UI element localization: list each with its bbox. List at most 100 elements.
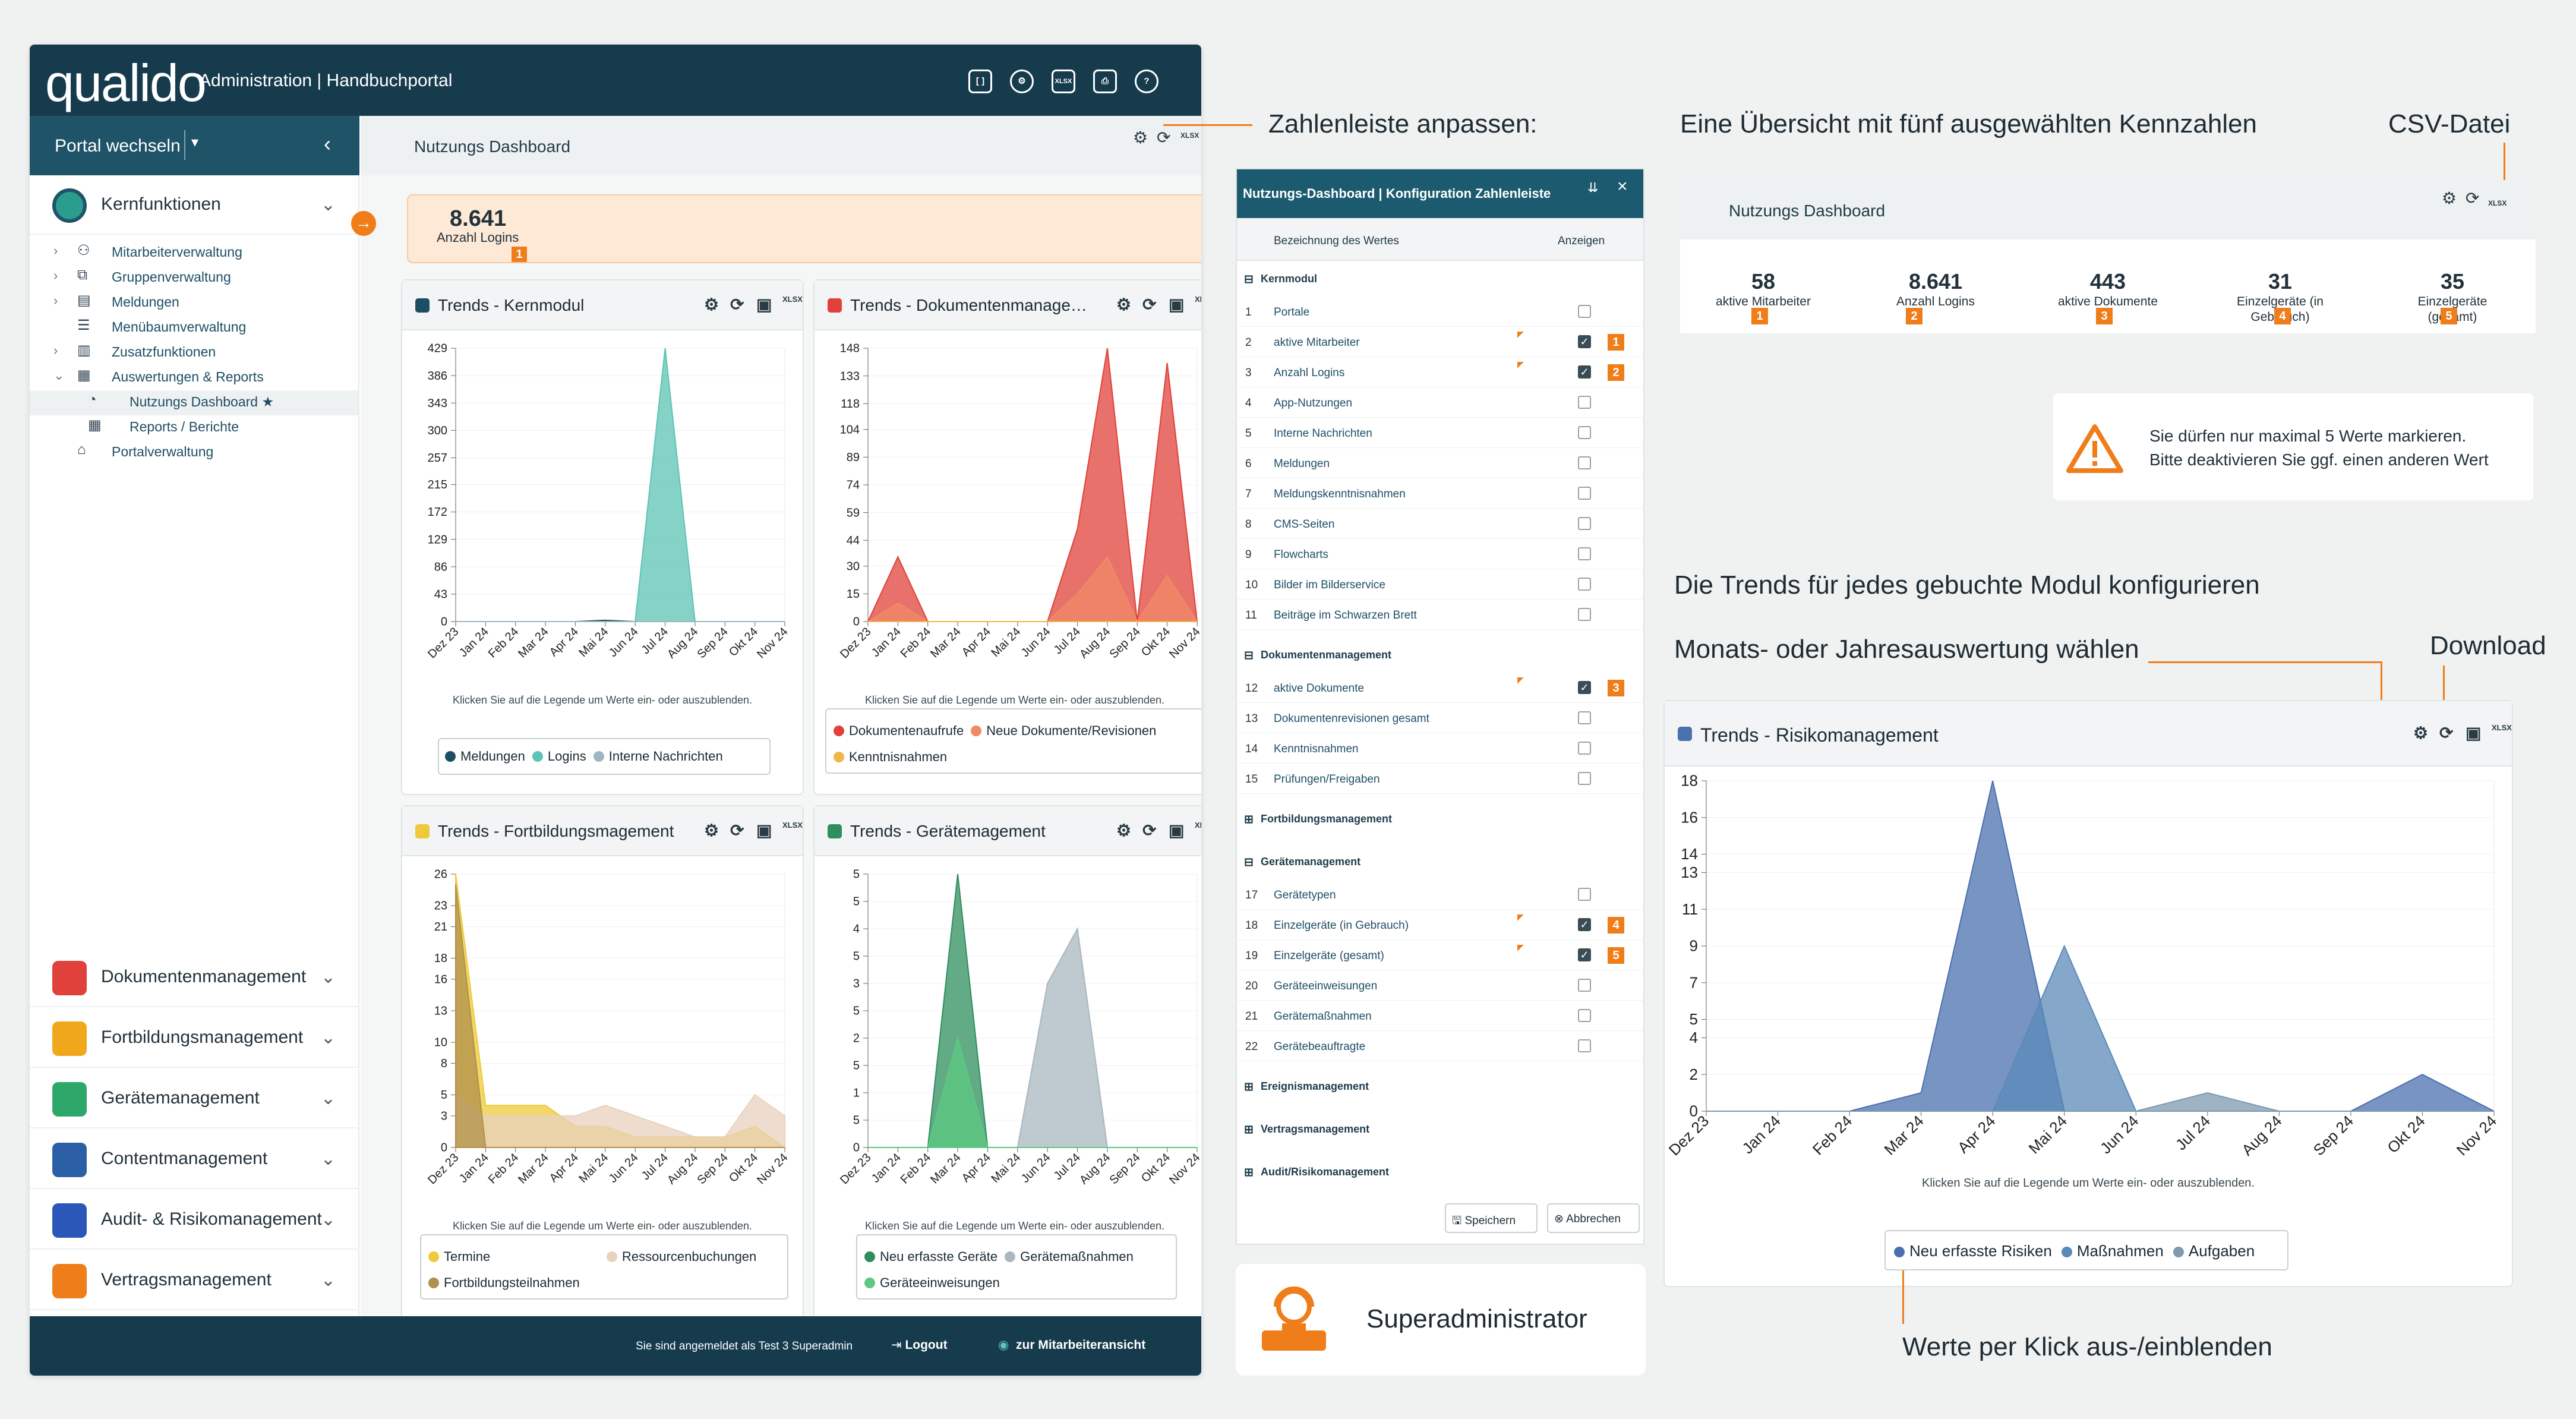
gear-icon[interactable]: ⚙ (2442, 189, 2457, 207)
legend-item[interactable]: Maßnahmen (2061, 1242, 2164, 1260)
chevron-down-icon[interactable]: ⌄ (320, 1149, 336, 1169)
refresh-icon[interactable]: ⟳ (730, 295, 744, 314)
save-button[interactable]: 🖫 Speichern (1445, 1203, 1538, 1233)
menu-module[interactable]: Gerätemanagement ⌄ (30, 1069, 359, 1128)
show-checkbox[interactable] (1578, 426, 1591, 439)
show-checkbox[interactable] (1578, 517, 1591, 530)
show-checkbox[interactable] (1578, 305, 1591, 318)
collapse-icon[interactable]: ⊟ (1244, 273, 1254, 286)
show-checkbox[interactable]: ✓ (1578, 918, 1591, 931)
xlsx-icon[interactable]: XLSX (2492, 723, 2512, 732)
xlsx-icon[interactable]: XLSX (1180, 131, 1199, 140)
show-checkbox[interactable] (1578, 456, 1591, 469)
expand-icon[interactable]: ⊞ (1244, 1124, 1254, 1136)
menu-module[interactable]: Vertragsmanagement ⌄ (30, 1251, 359, 1310)
refresh-icon[interactable]: ⟳ (2465, 189, 2480, 207)
config-row[interactable]: 3 Anzahl Logins ✓ ◤ 2 (1237, 357, 1643, 387)
legend[interactable]: Dokumentenaufrufe Neue Dokumente/Revision… (825, 708, 1201, 774)
expand-icon[interactable]: › (53, 243, 58, 258)
config-section[interactable]: ⊞ Fortbildungsmanagement (1237, 801, 1643, 837)
show-checkbox[interactable]: ✓ (1578, 948, 1591, 961)
chevron-down-icon[interactable]: ⌄ (320, 1089, 336, 1108)
show-checkbox[interactable] (1578, 487, 1591, 500)
gear-icon[interactable]: ⚙ (1116, 821, 1132, 840)
legend[interactable]: Neu erfasste Geräte Gerätemaßnahmen Geräte… (856, 1234, 1177, 1300)
help-icon[interactable]: ? (1135, 70, 1158, 93)
legend-item[interactable]: Kenntnisnahmen (834, 744, 1197, 770)
legend-item[interactable]: Gerätemaßnahmen (1005, 1249, 1134, 1264)
chevron-down-icon[interactable]: ▾ (191, 134, 199, 150)
chevron-down-icon[interactable]: ⌄ (320, 1210, 336, 1229)
config-row[interactable]: 12 aktive Dokumente ✓ ◤ 3 (1237, 673, 1643, 703)
config-row[interactable]: 9 Flowcharts (1237, 539, 1643, 569)
logout-button[interactable]: ⇥ Logout (891, 1338, 948, 1352)
menu-kernfunktionen[interactable]: Kernfunktionen ⌄ (30, 175, 359, 235)
expand-icon[interactable]: › (53, 293, 58, 308)
show-checkbox[interactable] (1578, 888, 1591, 901)
config-row[interactable]: 1 Portale (1237, 297, 1643, 327)
config-row[interactable]: 18 Einzelgeräte (in Gebrauch) ✓ ◤ 4 (1237, 910, 1643, 940)
show-checkbox[interactable] (1578, 547, 1591, 560)
config-row[interactable]: 11 Beiträge im Schwarzen Brett (1237, 600, 1643, 630)
config-row[interactable]: 7 Meldungskenntnisnahmen (1237, 478, 1643, 509)
collapse-icon[interactable]: ⊟ (1244, 649, 1254, 662)
gear-icon[interactable]: ⚙ (1010, 70, 1034, 93)
expand-icon[interactable]: › (53, 268, 58, 283)
image-icon[interactable]: ▣ (1169, 295, 1185, 314)
show-checkbox[interactable]: ✓ (1578, 681, 1591, 694)
show-checkbox[interactable] (1578, 608, 1591, 621)
refresh-icon[interactable]: ⟳ (1142, 821, 1157, 840)
config-row[interactable]: 21 Gerätemaßnahmen (1237, 1001, 1643, 1031)
config-row[interactable]: 22 Gerätebeauftragte (1237, 1031, 1643, 1061)
config-row[interactable]: 10 Bilder im Bilderservice (1237, 569, 1643, 600)
config-row[interactable]: 14 Kenntnisnahmen (1237, 733, 1643, 764)
legend[interactable]: Neu erfasste Risiken Maßnahmen Aufgaben (1884, 1230, 2288, 1270)
image-icon[interactable]: ▣ (1169, 821, 1185, 840)
expand-icon[interactable]: ⊞ (1244, 1081, 1254, 1093)
legend-item[interactable]: Neu erfasste Risiken (1894, 1242, 2052, 1260)
menu-module[interactable]: Fortbildungsmanagement ⌄ (30, 1008, 359, 1068)
scan-icon[interactable]: [ ] (968, 70, 992, 93)
legend[interactable]: Termine Ressourcenbuchungen Fortbildungste… (420, 1234, 788, 1300)
show-checkbox[interactable] (1578, 396, 1591, 409)
legend-item[interactable]: Fortbildungsteilnahmen (428, 1270, 780, 1296)
legend-item[interactable]: Logins (532, 749, 586, 764)
config-row[interactable]: 8 CMS-Seiten (1237, 509, 1643, 539)
legend-item[interactable]: Neue Dokumente/Revisionen (971, 723, 1156, 738)
legend-item[interactable]: Neu erfasste Geräte (864, 1249, 997, 1264)
legend-item[interactable]: Geräteeinweisungen (864, 1270, 1169, 1296)
chevron-down-icon[interactable]: ⌄ (320, 195, 336, 215)
image-icon[interactable]: ▣ (756, 821, 772, 840)
legend-item[interactable]: Ressourcenbuchungen (607, 1249, 756, 1264)
collapse-sidebar-icon[interactable]: ‹ (324, 131, 331, 156)
image-icon[interactable]: ▣ (756, 295, 772, 314)
gear-icon[interactable]: ⚙ (1116, 295, 1132, 314)
show-checkbox[interactable]: ✓ (1578, 335, 1591, 348)
refresh-icon[interactable]: ⟳ (730, 821, 744, 840)
minimize-icon[interactable]: ⇊ (1587, 180, 1599, 195)
employee-view-button[interactable]: ◉ zur Mitarbeiteransicht (998, 1338, 1146, 1352)
legend-item[interactable]: Dokumentenaufrufe (834, 723, 964, 738)
close-icon[interactable]: × (1617, 176, 1628, 196)
portal-switch[interactable]: Portal wechseln ▾ ‹ (30, 116, 359, 175)
xlsx-icon[interactable]: XLSX (782, 821, 803, 830)
expand-icon[interactable]: ⊞ (1244, 1166, 1254, 1179)
show-checkbox[interactable] (1578, 742, 1591, 755)
show-checkbox[interactable]: ✓ (1578, 365, 1591, 379)
legend[interactable]: Meldungen Logins Interne Nachrichten (438, 738, 771, 775)
show-checkbox[interactable] (1578, 772, 1591, 785)
gear-icon[interactable]: ⚙ (2413, 724, 2429, 742)
show-checkbox[interactable] (1578, 1009, 1591, 1022)
refresh-icon[interactable]: ⟳ (1142, 295, 1157, 314)
refresh-icon[interactable]: ⟳ (1157, 128, 1171, 147)
config-section[interactable]: ⊞ Ereignismanagement (1237, 1068, 1643, 1104)
expand-icon[interactable]: ⊞ (1244, 813, 1254, 826)
menu-module[interactable]: Audit- & Risikomanagement ⌄ (30, 1190, 359, 1250)
config-section[interactable]: ⊞ Vertragsmanagement (1237, 1111, 1643, 1147)
chevron-down-icon[interactable]: ⌄ (320, 1028, 336, 1048)
collapse-icon[interactable]: ⌄ (53, 368, 65, 383)
chevron-down-icon[interactable]: ⌄ (320, 967, 336, 987)
legend-item[interactable]: Aufgaben (2173, 1242, 2255, 1260)
config-row[interactable]: 20 Geräteeinweisungen (1237, 970, 1643, 1001)
xlsx-icon[interactable]: XLSX (2488, 199, 2507, 207)
